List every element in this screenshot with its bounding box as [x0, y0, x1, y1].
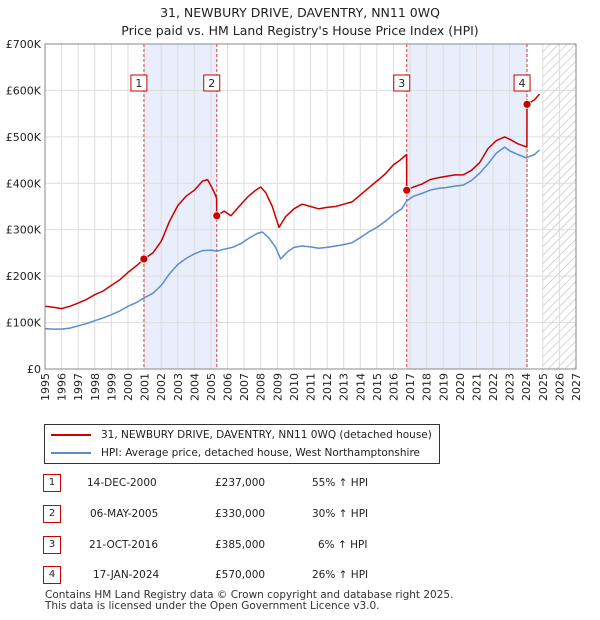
x-tick-label: 2003: [172, 373, 185, 401]
sale-label-box: [130, 74, 148, 92]
legend-item-property: 31, NEWBURY DRIVE, DAVENTRY, NN11 0WQ (d…: [51, 427, 432, 443]
sale-hpi-diff: 30% ↑ HPI: [312, 508, 369, 520]
x-tick-label: 2021: [470, 373, 483, 401]
y-tick-label: £200K: [6, 270, 42, 283]
y-tick-label: £0: [27, 363, 41, 376]
x-tick-label: 2006: [222, 373, 235, 401]
footer-copyright: Contains HM Land Registry data © Crown c…: [45, 589, 454, 601]
x-tick-label: 2025: [537, 373, 550, 401]
sale-badge: 4: [43, 566, 61, 584]
legend: 31, NEWBURY DRIVE, DAVENTRY, NN11 0WQ (d…: [44, 424, 440, 464]
sale-badge: 3: [43, 536, 61, 554]
sale-date: 17-JAN-2024: [93, 569, 160, 581]
sale-hpi-diff: 6% ↑ HPI: [318, 539, 368, 551]
x-tick-label: 2024: [520, 373, 533, 401]
sale-hpi-diff: 55% ↑ HPI: [312, 477, 369, 489]
sale-badge: 2: [43, 505, 61, 523]
ownership-span: [406, 44, 528, 369]
x-tick-label: 1999: [105, 373, 118, 401]
y-tick-label: £100K: [6, 317, 42, 330]
sale-date: 14-DEC-2000: [87, 477, 157, 489]
x-tick-label: 2012: [321, 373, 334, 401]
sale-price: £570,000: [215, 569, 266, 581]
x-tick-label: 2000: [122, 373, 135, 401]
sale-point: [522, 99, 532, 109]
x-tick-label: 2005: [205, 373, 218, 401]
x-tick-label: 2011: [305, 373, 318, 401]
table-row: 1 14-DEC-2000 £237,000 55% ↑ HPI: [0, 474, 600, 494]
sale-date: 06-MAY-2005: [90, 508, 159, 520]
sale-label-box: [513, 74, 531, 92]
plot-border: [44, 43, 577, 370]
ownership-span: [143, 44, 217, 369]
chart-subtitle: Price paid vs. HM Land Registry's House …: [121, 23, 479, 38]
sale-point: [402, 185, 412, 195]
sale-hpi-diff: 26% ↑ HPI: [312, 569, 369, 581]
x-tick-label: 2026: [553, 373, 566, 401]
footer-licence: This data is licensed under the Open Gov…: [45, 600, 380, 612]
x-tick-label: 1997: [72, 373, 85, 401]
y-tick-label: £300K: [6, 224, 42, 237]
x-tick-label: 2027: [570, 373, 583, 401]
sale-label-text: 2: [208, 77, 215, 90]
x-tick-label: 2007: [238, 373, 251, 401]
y-tick-label: £500K: [6, 131, 42, 144]
sale-badge: 1: [43, 474, 61, 492]
sale-label-box: [203, 74, 221, 92]
x-tick-label: 2014: [354, 373, 367, 401]
table-row: 4 17-JAN-2024 £570,000 26% ↑ HPI: [0, 566, 600, 586]
legend-label-hpi: HPI: Average price, detached house, West…: [101, 447, 420, 459]
price-chart: 1 2 3 4 £0 £100K £200K £300K £400K £500K £600K £70…: [6, 38, 583, 401]
x-tick-label: 2016: [387, 373, 400, 401]
y-tick-label: £400K: [6, 177, 42, 190]
sale-point: [212, 211, 222, 221]
sale-date: 21-OCT-2016: [89, 539, 158, 551]
x-tick-label: 2023: [504, 373, 517, 401]
legend-swatch-property: [51, 434, 91, 436]
x-tick-label: 2009: [271, 373, 284, 401]
table-row: 2 06-MAY-2005 £330,000 30% ↑ HPI: [0, 505, 600, 525]
sale-label-box: [393, 74, 411, 92]
sale-price: £237,000: [215, 477, 266, 489]
x-tick-label: 2015: [371, 373, 384, 401]
x-tick-label: 2017: [404, 373, 417, 401]
x-tick-label: 2019: [437, 373, 450, 401]
x-tick-label: 2002: [155, 373, 168, 401]
legend-item-hpi: HPI: Average price, detached house, West…: [51, 445, 420, 461]
property-series-line: [44, 93, 541, 310]
y-tick-label: £700K: [6, 38, 42, 51]
footer: Contains HM Land Registry data © Crown c…: [45, 590, 453, 612]
chart-title: 31, NEWBURY DRIVE, DAVENTRY, NN11 0WQ: [160, 5, 440, 20]
hpi-series-line: [44, 146, 541, 330]
x-tick-label: 2013: [338, 373, 351, 401]
legend-label-property: 31, NEWBURY DRIVE, DAVENTRY, NN11 0WQ (d…: [101, 429, 432, 441]
x-tick-label: 1996: [56, 373, 69, 401]
x-tick-label: 2010: [288, 373, 301, 401]
x-tick-label: 2020: [454, 373, 467, 401]
sale-point: [139, 254, 149, 264]
x-tick-label: 2018: [421, 373, 434, 401]
sale-label-text: 4: [519, 77, 526, 90]
sale-label-text: 3: [398, 77, 405, 90]
sale-price: £385,000: [215, 539, 266, 551]
x-tick-label: 2001: [139, 373, 152, 401]
sale-label-text: 1: [135, 77, 142, 90]
x-tick-label: 1995: [39, 373, 52, 401]
x-tick-label: 1998: [89, 373, 102, 401]
x-tick-label: 2022: [487, 373, 500, 401]
table-row: 3 21-OCT-2016 £385,000 6% ↑ HPI: [0, 536, 600, 556]
sale-price: £330,000: [215, 508, 266, 520]
legend-swatch-hpi: [51, 452, 91, 454]
x-tick-label: 2004: [188, 373, 201, 401]
x-tick-label: 2008: [255, 373, 268, 401]
y-tick-label: £600K: [6, 84, 42, 97]
